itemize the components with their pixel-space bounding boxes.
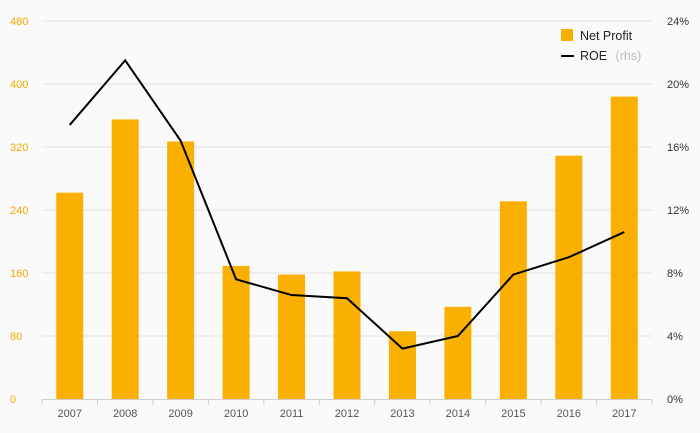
x-axis-ticks: 2007 2008 2009 2010 2011 2012 2013 2014 2015 2016…: [57, 408, 636, 420]
bar-net-profit: [499, 201, 527, 399]
right-tick-label: 16%: [667, 142, 689, 154]
bar-net-profit: [388, 331, 416, 399]
right-tick-label: 24%: [667, 16, 689, 28]
x-axis: [41, 399, 653, 405]
x-tick-label: 2011: [280, 408, 304, 420]
legend: Net Profit ROE (rhs): [561, 29, 641, 64]
x-tick-label: 2017: [612, 408, 636, 420]
bar-net-profit: [444, 306, 472, 399]
gridlines: [42, 20, 652, 337]
legend-label-roe-suffix: (rhs): [616, 49, 642, 63]
x-tick-label: 2009: [168, 408, 192, 420]
net-profit-bars: [56, 96, 638, 400]
x-tick-label: 2010: [224, 408, 248, 420]
x-tick-label: 2013: [390, 408, 414, 420]
left-tick-label: 400: [10, 79, 28, 91]
left-tick-label: 0: [10, 394, 16, 406]
roe-line: [68, 58, 625, 350]
right-tick-label: 8%: [667, 268, 683, 280]
roe-line-series: [68, 58, 625, 350]
x-tick-label: 2014: [446, 408, 470, 420]
legend-label-roe-name: ROE: [580, 49, 607, 63]
legend-swatch-net-profit: [561, 29, 573, 41]
right-tick-label: 12%: [667, 205, 689, 217]
bar-net-profit: [222, 265, 250, 399]
x-tick-label: 2007: [57, 408, 81, 420]
right-tick-label: 0%: [667, 394, 683, 406]
bar-net-profit: [333, 271, 361, 399]
right-axis-ticks: 0% 4% 8% 12% 16% 20% 24%: [667, 16, 689, 406]
legend-label-roe: ROE (rhs): [580, 47, 641, 64]
bar-net-profit: [111, 119, 139, 399]
left-tick-label: 80: [10, 331, 22, 343]
x-tick-label: 2016: [557, 408, 581, 420]
bar-net-profit: [610, 96, 638, 399]
left-tick-label: 240: [10, 205, 28, 217]
bar-net-profit: [555, 155, 583, 399]
right-tick-label: 20%: [667, 79, 689, 91]
right-tick-label: 4%: [667, 331, 683, 343]
x-tick-label: 2015: [501, 408, 525, 420]
bar-net-profit: [56, 192, 84, 399]
left-tick-label: 320: [10, 142, 28, 154]
legend-label-net-profit: Net Profit: [580, 29, 633, 43]
left-tick-label: 480: [10, 16, 28, 28]
left-tick-label: 160: [10, 268, 28, 280]
bar-net-profit: [167, 141, 195, 400]
left-axis-ticks: 0 80 160 240 320 400 480: [10, 16, 28, 406]
x-tick-label: 2012: [335, 408, 359, 420]
x-tick-label: 2008: [113, 408, 137, 420]
